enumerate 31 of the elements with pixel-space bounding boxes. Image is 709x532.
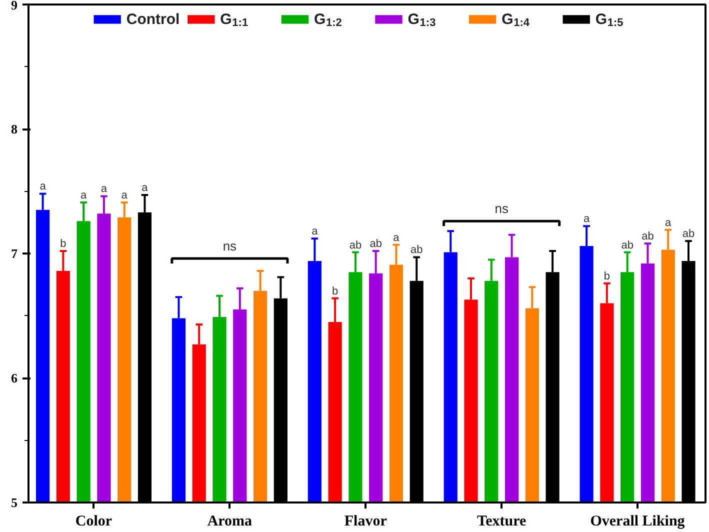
data-label: ab (642, 230, 654, 243)
data-label: b (332, 285, 338, 298)
annotation: ns (222, 238, 238, 254)
x-tick-label: Aroma (207, 514, 253, 530)
data-label: ab (370, 238, 382, 250)
x-tick-label: Overall Liking (590, 514, 686, 530)
data-label: a (583, 213, 590, 226)
x-tick-label: Flavor (344, 514, 388, 530)
data-label: a (100, 183, 108, 196)
data-label: a (80, 189, 88, 202)
data-label: a (142, 182, 149, 194)
x-tick-label: Texture (477, 514, 527, 530)
y-tick-label: 7 (11, 246, 18, 261)
data-label: a (312, 226, 319, 238)
annotation: ns (494, 201, 509, 216)
data-label: ab (349, 239, 362, 252)
data-label: ab (682, 228, 695, 240)
y-tick-label: 5 (11, 495, 18, 510)
y-tick-label: 9 (11, 0, 18, 12)
data-label: ab (621, 239, 634, 252)
legend-label: Control (126, 10, 180, 28)
x-tick-label: Color (75, 514, 112, 530)
y-tick-label: 8 (11, 122, 18, 136)
data-label: ab (410, 244, 423, 256)
y-tick-label: 6 (11, 370, 18, 386)
data-label: a (121, 189, 128, 202)
data-label: a (665, 216, 672, 229)
data-label: a (393, 232, 400, 244)
data-label: b (60, 238, 66, 250)
data-label: a (40, 180, 47, 193)
data-label: b (604, 270, 610, 282)
